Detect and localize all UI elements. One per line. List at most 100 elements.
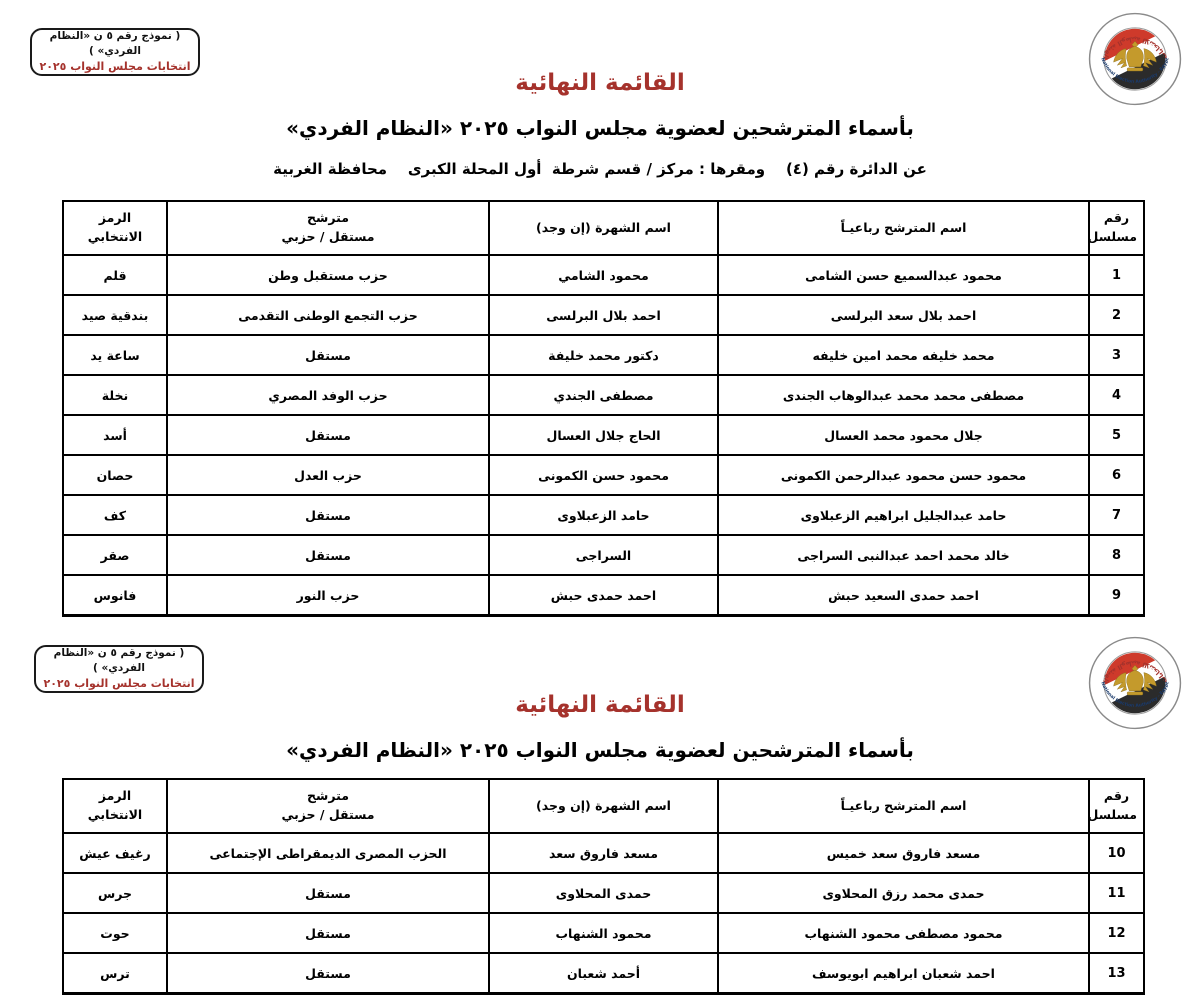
electoral-symbol-cell: رغيف عيش [62,832,168,874]
electoral-symbol-cell: نخلة [62,374,168,416]
serial-cell: 13 [1088,952,1145,995]
col-header-symbol: الرمز الانتخابي [62,200,168,256]
electoral-symbol-cell: أسد [62,414,168,456]
page-subtitle: بأسماء المترشحين لعضوية مجلس النواب ٢٠٢٥… [286,116,914,140]
serial-cell: 4 [1088,374,1145,416]
candidate-row: 3 محمد خليفه محمد امين خليفه دكتور محمد … [62,334,1145,376]
candidate-row: 13 احمد شعبان ابراهيم ابويوسف أحمد شعبان… [62,952,1145,995]
candidate-row: 5 جلال محمود محمد العسال الحاج جلال العس… [62,414,1145,456]
alias-cell: حامد الزعبلاوى [488,494,719,536]
candidate-row: 12 محمود مصطفى محمود الشنهاب محمود الشنه… [62,912,1145,954]
candidate-name-cell: خالد محمد احمد عبدالنبى السراجى [717,534,1090,576]
candidate-name-cell: احمد شعبان ابراهيم ابويوسف [717,952,1090,995]
col-header-party: مترشح مستقل / حزبي [166,778,490,834]
col-header-serial: رقم مسلسل [1088,200,1145,256]
party-cell: مستقل [166,494,490,536]
electoral-symbol-cell: حصان [62,454,168,496]
candidate-name-cell: محمود عبدالسميع حسن الشامى [717,254,1090,296]
candidate-row: 10 مسعد فاروق سعد خميس مسعد فاروق سعد ال… [62,832,1145,874]
table-header-row: رقم مسلسل اسم المترشح رباعيـاً اسم الشهر… [62,200,1145,256]
party-cell: حزب التجمع الوطنى التقدمى [166,294,490,336]
national-election-authority-logo-icon: الهيئة الوطنية للانتخابات National Elect… [1088,636,1182,730]
candidate-row: 11 حمدى محمد رزق المحلاوى حمدى المحلاوى … [62,872,1145,914]
candidate-name-cell: حامد عبدالجليل ابراهيم الزعبلاوى [717,494,1090,536]
serial-cell: 5 [1088,414,1145,456]
party-cell: مستقل [166,912,490,954]
alias-cell: الحاج جلال العسال [488,414,719,456]
candidate-name-cell: محمد خليفه محمد امين خليفه [717,334,1090,376]
serial-cell: 1 [1088,254,1145,296]
serial-cell: 11 [1088,872,1145,914]
electoral-symbol-cell: صقر [62,534,168,576]
serial-cell: 12 [1088,912,1145,954]
alias-cell: السراجى [488,534,719,576]
page-subtitle: بأسماء المترشحين لعضوية مجلس النواب ٢٠٢٥… [286,738,914,762]
party-cell: حزب العدل [166,454,490,496]
col-header-party: مترشح مستقل / حزبي [166,200,490,256]
alias-cell: محمود الشامي [488,254,719,296]
page-title: القائمة النهائية [515,70,685,96]
party-cell: الحزب المصرى الديمقراطى الإجتماعى [166,832,490,874]
col-header-name: اسم المترشح رباعيـاً [717,778,1090,834]
candidate-row: 1 محمود عبدالسميع حسن الشامى محمود الشام… [62,254,1145,296]
candidates-table-page2: رقم مسلسل اسم المترشح رباعيـاً اسم الشهر… [62,778,1145,995]
form-number-text: ( نموذج رقم ٥ ن «النظام الفردي» ) [49,29,181,58]
candidate-name-cell: مسعد فاروق سعد خميس [717,832,1090,874]
serial-cell: 10 [1088,832,1145,874]
page-1: ( نموذج رقم ٥ ن «النظام الفردي» ) انتخاب… [30,12,1182,617]
alias-cell: دكتور محمد خليفة [488,334,719,376]
electoral-symbol-cell: كف [62,494,168,536]
candidate-row: 4 مصطفى محمد محمد عبدالوهاب الجندى مصطفى… [62,374,1145,416]
party-cell: حزب مستقبل وطن [166,254,490,296]
national-election-authority-logo-icon: الهيئة الوطنية للانتخابات National Elect… [1088,12,1182,106]
electoral-symbol-cell: جرس [62,872,168,914]
candidate-row: 9 احمد حمدى السعيد حبش احمد حمدى حبش حزب… [62,574,1145,617]
candidate-row: 2 احمد بلال سعد البرلسى احمد بلال البرلس… [62,294,1145,336]
col-header-name: اسم المترشح رباعيـاً [717,200,1090,256]
eagle-icon [1113,664,1157,696]
candidate-name-cell: محمود حسن محمود عبدالرحمن الكمونى [717,454,1090,496]
col-header-alias: اسم الشهرة (إن وجد) [488,778,719,834]
party-cell: مستقل [166,414,490,456]
party-cell: حزب النور [166,574,490,617]
election-name-text: انتخابات مجلس النواب ٢٠٢٥ [43,677,195,691]
electoral-symbol-cell: قلم [62,254,168,296]
serial-cell: 3 [1088,334,1145,376]
candidate-name-cell: جلال محمود محمد العسال [717,414,1090,456]
electoral-symbol-cell: ترس [62,952,168,995]
eagle-icon [1113,40,1157,72]
candidate-name-cell: احمد بلال سعد البرلسى [717,294,1090,336]
candidates-table-page1: رقم مسلسل اسم المترشح رباعيـاً اسم الشهر… [62,200,1145,617]
candidate-name-cell: حمدى محمد رزق المحلاوى [717,872,1090,914]
serial-cell: 8 [1088,534,1145,576]
party-cell: مستقل [166,952,490,995]
alias-cell: احمد حمدى حبش [488,574,719,617]
serial-cell: 9 [1088,574,1145,617]
page-title: القائمة النهائية [515,692,685,718]
candidate-name-cell: احمد حمدى السعيد حبش [717,574,1090,617]
party-cell: مستقل [166,534,490,576]
alias-cell: مصطفى الجندي [488,374,719,416]
electoral-symbol-cell: فانوس [62,574,168,617]
serial-cell: 6 [1088,454,1145,496]
candidate-row: 7 حامد عبدالجليل ابراهيم الزعبلاوى حامد … [62,494,1145,536]
electoral-symbol-cell: بندقية صيد [62,294,168,336]
serial-cell: 2 [1088,294,1145,336]
electoral-symbol-cell: حوت [62,912,168,954]
election-name-text: انتخابات مجلس النواب ٢٠٢٥ [39,60,191,74]
alias-cell: حمدى المحلاوى [488,872,719,914]
form-number-box: ( نموذج رقم ٥ ن «النظام الفردي» ) انتخاب… [30,28,200,76]
alias-cell: احمد بلال البرلسى [488,294,719,336]
table-header-row: رقم مسلسل اسم المترشح رباعيـاً اسم الشهر… [62,778,1145,834]
col-header-alias: اسم الشهرة (إن وجد) [488,200,719,256]
party-cell: مستقل [166,334,490,376]
candidate-row: 6 محمود حسن محمود عبدالرحمن الكمونى محمو… [62,454,1145,496]
party-cell: مستقل [166,872,490,914]
candidate-row: 8 خالد محمد احمد عبدالنبى السراجى السراج… [62,534,1145,576]
district-line: عن الدائرة رقم (٤) ومقرها : مركز / قسم ش… [273,160,927,178]
candidate-name-cell: محمود مصطفى محمود الشنهاب [717,912,1090,954]
page-2: ( نموذج رقم ٥ ن «النظام الفردي» ) انتخاب… [0,620,1200,995]
electoral-symbol-cell: ساعة يد [62,334,168,376]
col-header-symbol: الرمز الانتخابي [62,778,168,834]
